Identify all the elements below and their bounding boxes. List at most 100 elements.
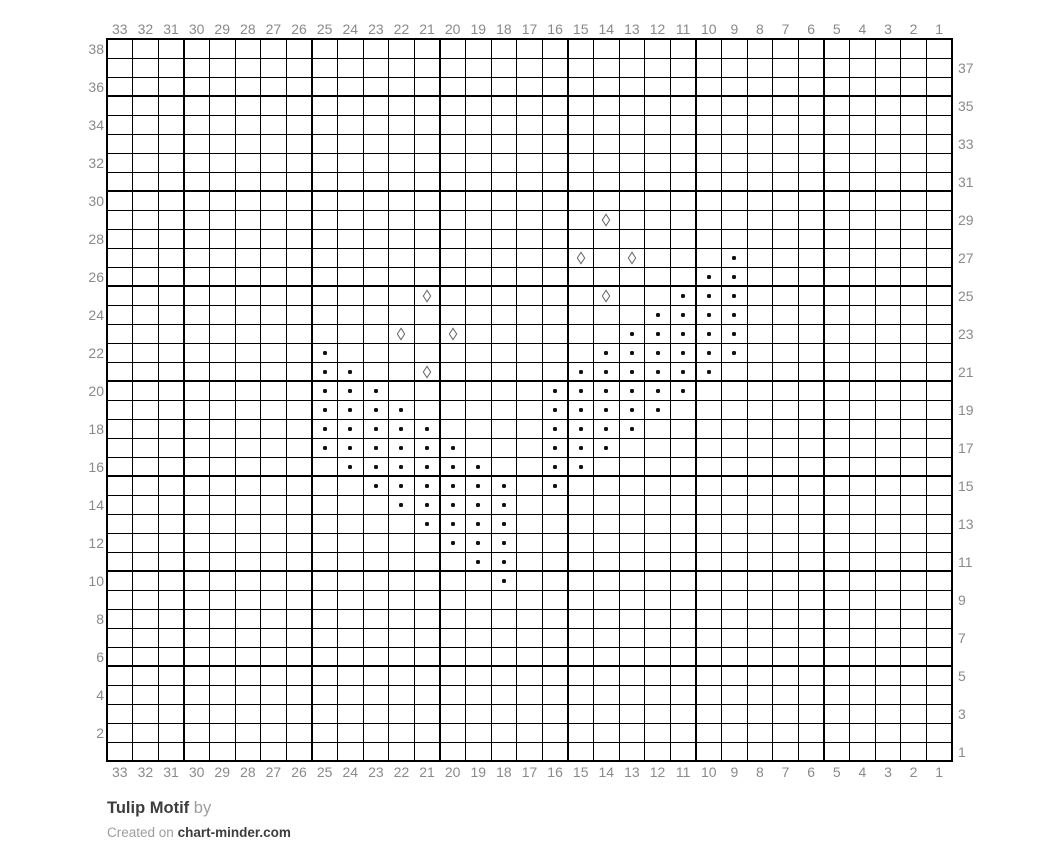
dot-stitch-symbol[interactable]: [553, 388, 558, 393]
dot-stitch-symbol[interactable]: [681, 331, 686, 336]
dot-stitch-symbol[interactable]: [629, 388, 634, 393]
dot-stitch-symbol[interactable]: [348, 464, 353, 469]
dot-stitch-symbol[interactable]: [425, 445, 430, 450]
dot-stitch-symbol[interactable]: [629, 407, 634, 412]
dot-stitch-symbol[interactable]: [373, 388, 378, 393]
dot-stitch-symbol[interactable]: [476, 502, 481, 507]
dot-stitch-symbol[interactable]: [348, 426, 353, 431]
diamond-stitch-symbol[interactable]: [627, 250, 637, 265]
dot-stitch-symbol[interactable]: [476, 521, 481, 526]
dot-stitch-symbol[interactable]: [450, 464, 455, 469]
dot-stitch-symbol[interactable]: [681, 388, 686, 393]
dot-stitch-symbol[interactable]: [706, 331, 711, 336]
dot-stitch-symbol[interactable]: [476, 540, 481, 545]
dot-stitch-symbol[interactable]: [399, 445, 404, 450]
dot-stitch-symbol[interactable]: [706, 293, 711, 298]
dot-stitch-symbol[interactable]: [348, 445, 353, 450]
dot-stitch-symbol[interactable]: [476, 559, 481, 564]
dot-stitch-symbol[interactable]: [655, 331, 660, 336]
dot-stitch-symbol[interactable]: [373, 483, 378, 488]
dot-stitch-symbol[interactable]: [578, 369, 583, 374]
dot-stitch-symbol[interactable]: [373, 407, 378, 412]
dot-stitch-symbol[interactable]: [425, 502, 430, 507]
dot-stitch-symbol[interactable]: [681, 369, 686, 374]
dot-stitch-symbol[interactable]: [604, 369, 609, 374]
dot-stitch-symbol[interactable]: [629, 369, 634, 374]
dot-stitch-symbol[interactable]: [706, 369, 711, 374]
dot-stitch-symbol[interactable]: [655, 369, 660, 374]
dot-stitch-symbol[interactable]: [501, 540, 506, 545]
dot-stitch-symbol[interactable]: [322, 369, 327, 374]
dot-stitch-symbol[interactable]: [604, 350, 609, 355]
dot-stitch-symbol[interactable]: [450, 502, 455, 507]
dot-stitch-symbol[interactable]: [501, 521, 506, 526]
dot-stitch-symbol[interactable]: [655, 388, 660, 393]
dot-stitch-symbol[interactable]: [706, 312, 711, 317]
dot-stitch-symbol[interactable]: [501, 502, 506, 507]
dot-stitch-symbol[interactable]: [604, 445, 609, 450]
dot-stitch-symbol[interactable]: [629, 331, 634, 336]
dot-stitch-symbol[interactable]: [732, 312, 737, 317]
dot-stitch-symbol[interactable]: [655, 350, 660, 355]
dot-stitch-symbol[interactable]: [604, 388, 609, 393]
dot-stitch-symbol[interactable]: [348, 369, 353, 374]
dot-stitch-symbol[interactable]: [450, 445, 455, 450]
diamond-stitch-symbol[interactable]: [602, 212, 611, 227]
dot-stitch-symbol[interactable]: [322, 445, 327, 450]
dot-stitch-symbol[interactable]: [348, 407, 353, 412]
dot-stitch-symbol[interactable]: [578, 464, 583, 469]
dot-stitch-symbol[interactable]: [578, 388, 583, 393]
dot-stitch-symbol[interactable]: [501, 578, 506, 583]
dot-stitch-symbol[interactable]: [732, 274, 737, 279]
dot-stitch-symbol[interactable]: [655, 407, 660, 412]
dot-stitch-symbol[interactable]: [629, 350, 634, 355]
dot-stitch-symbol[interactable]: [578, 445, 583, 450]
dot-stitch-symbol[interactable]: [553, 426, 558, 431]
diamond-stitch-symbol[interactable]: [602, 288, 611, 303]
dot-stitch-symbol[interactable]: [322, 407, 327, 412]
dot-stitch-symbol[interactable]: [348, 388, 353, 393]
diamond-stitch-symbol[interactable]: [576, 250, 585, 265]
dot-stitch-symbol[interactable]: [681, 293, 686, 298]
dot-stitch-symbol[interactable]: [578, 407, 583, 412]
diamond-stitch-symbol[interactable]: [422, 288, 432, 303]
dot-stitch-symbol[interactable]: [450, 483, 455, 488]
dot-stitch-symbol[interactable]: [681, 350, 686, 355]
dot-stitch-symbol[interactable]: [399, 464, 404, 469]
dot-stitch-symbol[interactable]: [732, 293, 737, 298]
dot-stitch-symbol[interactable]: [553, 464, 558, 469]
dot-stitch-symbol[interactable]: [322, 350, 327, 355]
dot-stitch-symbol[interactable]: [425, 426, 430, 431]
dot-stitch-symbol[interactable]: [629, 426, 634, 431]
dot-stitch-symbol[interactable]: [476, 483, 481, 488]
dot-stitch-symbol[interactable]: [322, 426, 327, 431]
dot-stitch-symbol[interactable]: [322, 388, 327, 393]
dot-stitch-symbol[interactable]: [373, 464, 378, 469]
dot-stitch-symbol[interactable]: [655, 312, 660, 317]
dot-stitch-symbol[interactable]: [732, 255, 737, 260]
dot-stitch-symbol[interactable]: [553, 407, 558, 412]
dot-stitch-symbol[interactable]: [578, 426, 583, 431]
diamond-stitch-symbol[interactable]: [448, 326, 457, 341]
credit-site-link[interactable]: chart-minder.com: [177, 825, 291, 840]
dot-stitch-symbol[interactable]: [706, 350, 711, 355]
dot-stitch-symbol[interactable]: [399, 426, 404, 431]
dot-stitch-symbol[interactable]: [450, 521, 455, 526]
dot-stitch-symbol[interactable]: [553, 445, 558, 450]
dot-stitch-symbol[interactable]: [425, 464, 430, 469]
dot-stitch-symbol[interactable]: [450, 540, 455, 545]
dot-stitch-symbol[interactable]: [399, 407, 404, 412]
dot-stitch-symbol[interactable]: [706, 274, 711, 279]
dot-stitch-symbol[interactable]: [399, 483, 404, 488]
dot-stitch-symbol[interactable]: [399, 502, 404, 507]
dot-stitch-symbol[interactable]: [425, 521, 430, 526]
diamond-stitch-symbol[interactable]: [397, 326, 406, 341]
dot-stitch-symbol[interactable]: [604, 407, 609, 412]
dot-stitch-symbol[interactable]: [732, 350, 737, 355]
dot-stitch-symbol[interactable]: [681, 312, 686, 317]
dot-stitch-symbol[interactable]: [501, 559, 506, 564]
dot-stitch-symbol[interactable]: [501, 483, 506, 488]
diamond-stitch-symbol[interactable]: [422, 364, 432, 379]
dot-stitch-symbol[interactable]: [553, 483, 558, 488]
dot-stitch-symbol[interactable]: [604, 426, 609, 431]
